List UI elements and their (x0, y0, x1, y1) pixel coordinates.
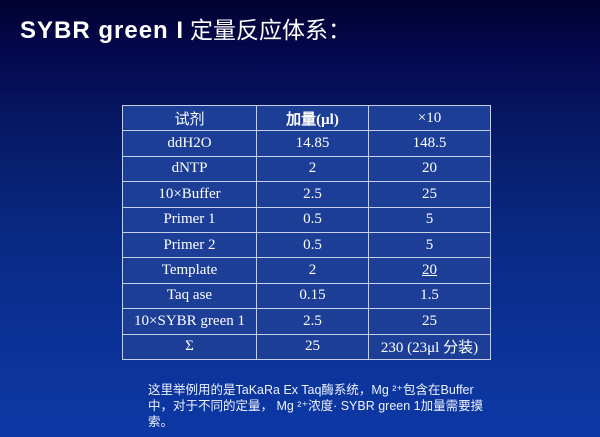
sum-x10-value: 230 (23μl 分装) (368, 333, 491, 360)
title-latin: SYBR green I (20, 17, 185, 44)
table-row: Primer 1 0.5 5 (122, 206, 491, 233)
footnote: 这里举例用的是TaKaRa Ex Taq酶系统，Mg ²⁺包含在Buffer 中… (148, 382, 483, 430)
reagent-name: Taq ase (122, 282, 257, 310)
reagent-name: 10×SYBR green 1 (122, 308, 257, 335)
x10-value: 25 (368, 308, 491, 335)
table-row: Taq ase 0.15 1.5 (122, 282, 491, 310)
amount-value: 0.5 (256, 231, 369, 259)
header-reagent: 试剂 (122, 104, 257, 132)
sum-amount-value: 25 (256, 333, 369, 360)
sum-symbol: Σ (122, 333, 257, 360)
amount-value-highlighted: 2 (256, 257, 369, 284)
table-row: 10×SYBR green 1 2.5 25 (122, 308, 491, 335)
x10-value: 1.5 (368, 282, 491, 310)
x10-value: 20 (368, 155, 491, 183)
footnote-line: 中，对于不同的定量， Mg ²⁺浓度· SYBR green 1加量需要摸 (148, 399, 484, 413)
table-header-row: 试剂 加量(μl) ×10 (122, 104, 491, 132)
amount-value: 2.5 (256, 181, 369, 208)
x10-value: 5 (368, 231, 491, 259)
title-chinese: 定量反应体系： (190, 17, 352, 43)
reagent-name: Primer 2 (122, 231, 257, 259)
table-row: dNTP 2 20 (122, 155, 491, 183)
amount-value: 0.5 (256, 206, 369, 233)
x10-value-highlighted: 20 (368, 257, 491, 284)
header-x10: ×10 (368, 104, 491, 132)
amount-value: 2 (256, 155, 369, 183)
table-row: 10×Buffer 2.5 25 (122, 181, 491, 208)
reagent-name: Template (122, 257, 257, 284)
reagent-name: Primer 1 (122, 206, 257, 233)
table-row-sum: Σ 25 230 (23μl 分装) (122, 333, 491, 360)
x10-value: 5 (368, 206, 491, 233)
amount-value: 0.15 (256, 282, 369, 310)
reagent-name: 10×Buffer (122, 181, 257, 208)
x10-value: 148.5 (368, 130, 491, 157)
reagent-table: 试剂 加量(μl) ×10 ddH2O 14.85 148.5 dNTP 2 2… (122, 104, 491, 360)
x10-value: 25 (368, 181, 491, 208)
amount-value: 2.5 (256, 308, 369, 335)
amount-value: 14.85 (256, 130, 369, 157)
footnote-line: 索。 (148, 415, 174, 429)
header-amount: 加量(μl) (256, 104, 369, 132)
table-row-template-highlight: Template 2 20 (122, 257, 491, 284)
table-row: Primer 2 0.5 5 (122, 231, 491, 259)
footnote-line: 这里举例用的是TaKaRa Ex Taq酶系统，Mg ²⁺包含在Buffer (148, 383, 474, 397)
table-row: ddH2O 14.85 148.5 (122, 130, 491, 157)
slide-title: SYBR green I 定量反应体系： (20, 11, 351, 45)
reagent-name: dNTP (122, 155, 257, 183)
reagent-name: ddH2O (122, 130, 257, 157)
